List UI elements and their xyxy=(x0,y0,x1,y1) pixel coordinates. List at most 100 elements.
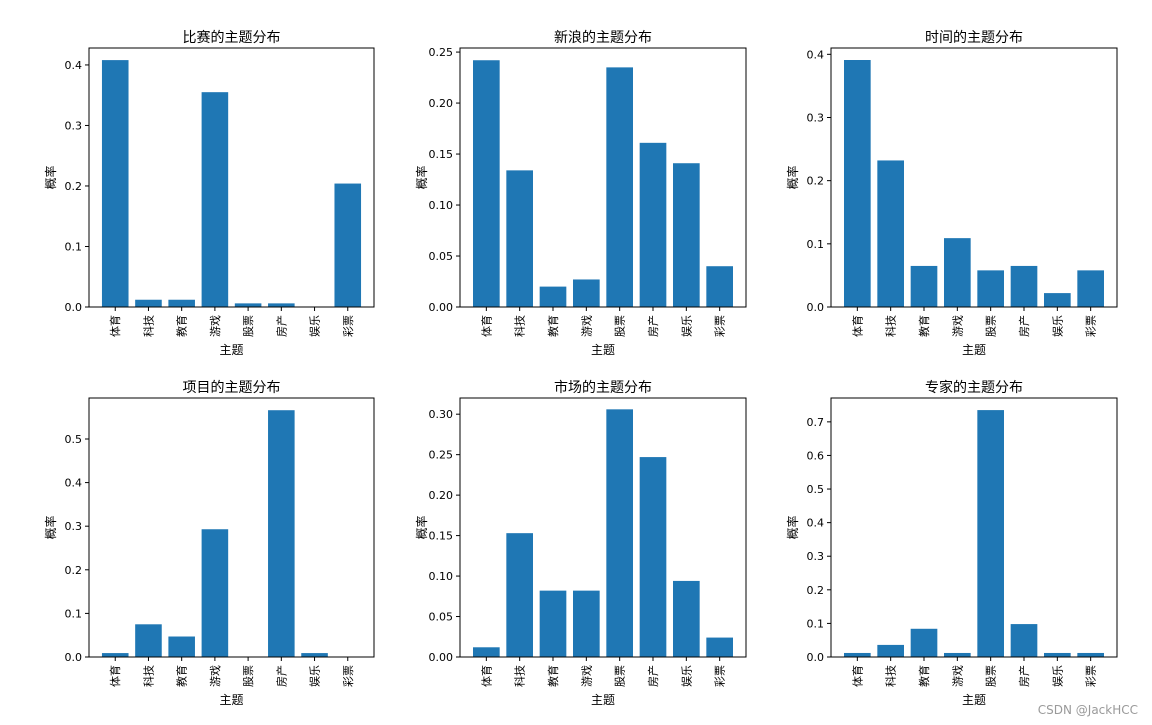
x-axis-label: 主题 xyxy=(962,343,986,357)
x-tick-label: 科技 xyxy=(884,315,898,337)
bar-股票 xyxy=(977,410,1004,657)
bar-游戏 xyxy=(201,529,229,657)
bar-教育 xyxy=(910,628,938,657)
x-tick-label: 房产 xyxy=(274,665,288,687)
bar-房产 xyxy=(268,303,295,307)
y-tick-label: 0.05 xyxy=(429,611,454,624)
subplot-5: 0.00 0.05 0.10 0.15 0.20 0.25 0.30 体育 科技 教育 游戏 股票 房产… xyxy=(414,379,747,707)
x-tick-label: 教育 xyxy=(175,665,189,687)
y-tick-label: 0.1 xyxy=(65,607,83,620)
bar-彩票 xyxy=(706,637,733,657)
y-tick-label: 0.00 xyxy=(429,301,454,314)
subplot-1: 0.0 0.1 0.2 0.3 0.4 体育 科技 教育 游戏 股票 房产 娱乐 彩票 比赛的主题分布主题… xyxy=(43,30,375,357)
x-tick-label: 体育 xyxy=(479,315,493,337)
y-tick-label: 0.7 xyxy=(807,416,825,429)
y-tick-label: 0.0 xyxy=(65,301,83,314)
axes-frame xyxy=(88,47,375,308)
y-tick-label: 0.5 xyxy=(65,433,83,446)
x-tick-label: 彩票 xyxy=(1085,665,1098,687)
bar-娱乐 xyxy=(673,580,700,657)
subplot-2: 0.00 0.05 0.10 0.15 0.20 0.25 体育 科技 教育 游戏 股票 房产 娱乐 彩票… xyxy=(414,30,747,357)
x-tick-label: 体育 xyxy=(850,665,864,687)
bar-房产 xyxy=(1010,265,1038,307)
subplot-3: 0.0 0.1 0.2 0.3 0.4 体育 科技 教育 游戏 股票 房产 娱乐 彩票 时间的主题分布主题… xyxy=(785,30,1118,357)
bar-房产 xyxy=(268,410,295,657)
y-tick-label: 0.05 xyxy=(429,250,454,263)
watermark-label: CSDN @JackHCC xyxy=(1037,703,1138,717)
bar-股票 xyxy=(977,270,1004,307)
x-tick-label: 教育 xyxy=(917,665,931,687)
bar-游戏 xyxy=(944,652,971,657)
y-tick-label: 0.0 xyxy=(807,301,825,314)
y-tick-label: 0.3 xyxy=(65,119,83,132)
x-axis-label: 主题 xyxy=(591,343,615,357)
bar-体育 xyxy=(473,60,500,307)
bar-科技 xyxy=(506,533,533,657)
bar-彩票 xyxy=(706,266,733,307)
x-tick-label: 体育 xyxy=(850,315,864,337)
bar-教育 xyxy=(539,590,567,657)
chart-title: 专家的主题分布 xyxy=(925,379,1023,396)
x-tick-label: 体育 xyxy=(479,665,493,687)
bar-科技 xyxy=(135,299,162,307)
bar-股票 xyxy=(606,67,633,307)
x-tick-label: 房产 xyxy=(646,665,660,687)
x-tick-label: 科技 xyxy=(513,665,527,687)
bar-房产 xyxy=(639,457,667,657)
x-tick-label: 游戏 xyxy=(951,665,964,687)
x-tick-label: 游戏 xyxy=(209,315,222,337)
x-tick-label: 彩票 xyxy=(714,665,727,687)
bar-游戏 xyxy=(573,590,600,657)
y-tick-label: 0.00 xyxy=(429,651,454,664)
x-tick-label: 游戏 xyxy=(580,315,593,337)
y-tick-label: 0.4 xyxy=(65,477,83,490)
x-tick-label: 股票 xyxy=(985,315,998,337)
bar-彩票 xyxy=(1077,652,1104,657)
x-tick-label: 游戏 xyxy=(580,665,593,687)
x-tick-label: 彩票 xyxy=(342,315,355,337)
x-axis-label: 主题 xyxy=(219,693,243,707)
bar-体育 xyxy=(101,60,129,308)
x-tick-label: 教育 xyxy=(917,315,931,337)
y-tick-label: 0.4 xyxy=(65,59,83,72)
bar-体育 xyxy=(844,60,871,307)
x-tick-label: 房产 xyxy=(646,315,660,337)
x-tick-label: 科技 xyxy=(513,315,527,337)
bar-科技 xyxy=(877,160,904,307)
x-tick-label: 游戏 xyxy=(951,315,964,337)
y-axis-label: 概率 xyxy=(414,515,429,539)
y-tick-label: 0.15 xyxy=(429,530,454,543)
axes-frame xyxy=(830,47,1118,308)
x-tick-label: 房产 xyxy=(1017,665,1031,687)
y-tick-label: 0.20 xyxy=(429,97,454,110)
x-tick-label: 教育 xyxy=(546,315,560,337)
bar-股票 xyxy=(234,303,262,307)
x-tick-label: 股票 xyxy=(242,665,255,687)
y-tick-label: 0.1 xyxy=(807,238,825,251)
y-tick-label: 0.6 xyxy=(807,449,825,462)
bar-娱乐 xyxy=(1044,652,1071,657)
x-tick-label: 娱乐 xyxy=(1050,665,1064,687)
y-tick-label: 0.10 xyxy=(429,199,454,212)
y-axis-label: 概率 xyxy=(785,515,800,539)
y-tick-label: 0.3 xyxy=(807,550,825,563)
x-tick-label: 娱乐 xyxy=(308,315,322,337)
x-tick-label: 房产 xyxy=(274,315,288,337)
bar-娱乐 xyxy=(1044,293,1071,307)
y-tick-label: 0.4 xyxy=(807,48,825,61)
bar-科技 xyxy=(506,170,533,307)
bar-体育 xyxy=(473,647,500,657)
y-tick-label: 0.25 xyxy=(429,46,454,59)
bar-教育 xyxy=(168,636,195,657)
bar-娱乐 xyxy=(301,653,328,657)
y-tick-label: 0.3 xyxy=(65,520,83,533)
chart-title: 新浪的主题分布 xyxy=(554,30,652,46)
y-tick-label: 0.0 xyxy=(807,651,825,664)
x-axis-label: 主题 xyxy=(591,693,615,707)
y-tick-label: 0.1 xyxy=(65,240,83,253)
bar-游戏 xyxy=(573,279,600,307)
y-tick-label: 0.2 xyxy=(807,584,825,597)
bar-股票 xyxy=(606,409,633,657)
x-tick-label: 娱乐 xyxy=(679,665,693,687)
